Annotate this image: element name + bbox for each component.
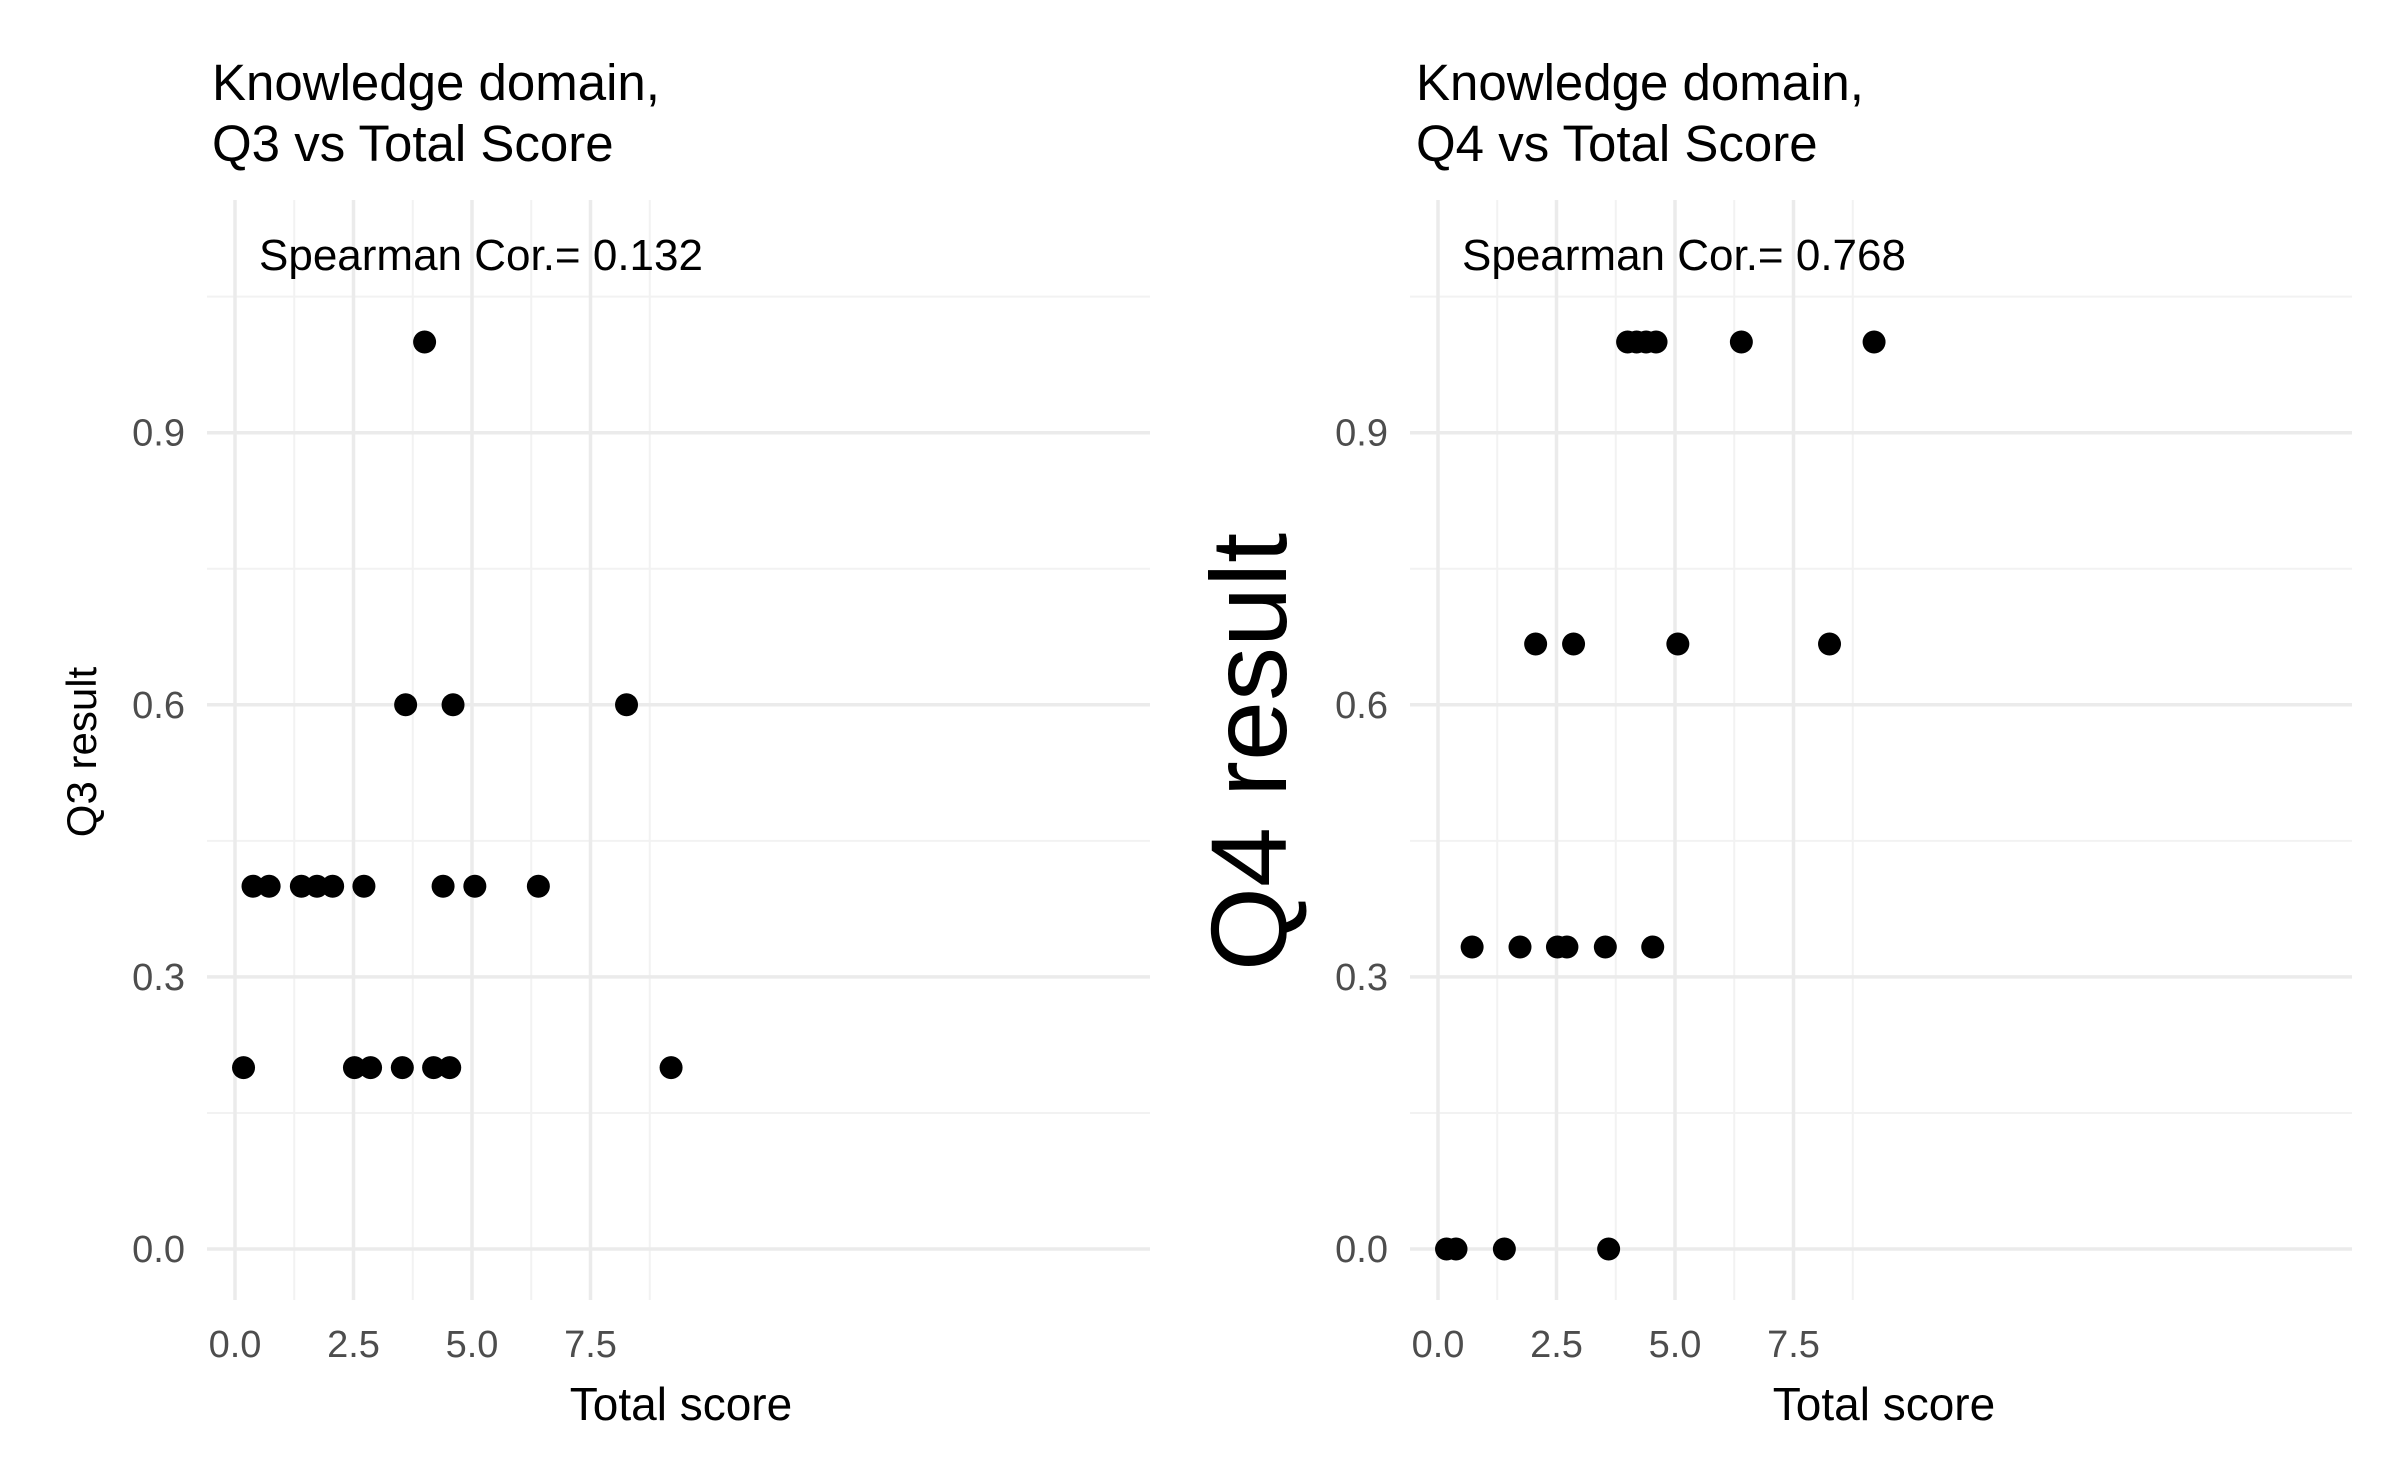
panel-q3-data-point [441,693,465,717]
panel-q3-grid [207,200,1150,1300]
panel-q3-y-tick-label: 0.6 [132,685,185,727]
panel-q3-y-tick-label: 0.9 [132,413,185,455]
panel-q4-data-point [1593,935,1617,959]
panel-q3-data-point [359,1056,383,1080]
panel-q4-x-tick-labels: 0.0 2.5 5.0 7.5 [1412,1324,1820,1366]
panel-q3-data-point [352,874,376,898]
panel-q4-data-point [1524,632,1548,656]
panel-q3-data-point [394,693,418,717]
panel-q3-title-line-1: Knowledge domain, [212,54,660,111]
panel-q3-data-point [526,874,550,898]
panel-q4-data-point [1444,1237,1468,1261]
panel-q4-grid [1410,200,2352,1300]
panel-q3-y-tick-labels: 0.0 0.3 0.6 0.9 [132,413,185,1271]
panel-q4-data-point [1555,935,1579,959]
panel-q3-x-tick-label: 7.5 [564,1324,617,1366]
panel-q4-y-tick-label: 0.9 [1335,413,1388,455]
panel-q4-x-axis-label: Total score [1773,1378,1995,1430]
panel-q4-y-tick-labels: 0.0 0.3 0.6 0.9 [1335,413,1388,1271]
panel-q3-x-axis-label: Total score [570,1378,792,1430]
panel-q4-data-point [1644,330,1668,354]
panel-q3-title-line-2: Q3 vs Total Score [212,115,614,172]
panel-q4-data-point [1729,330,1753,354]
panel-q4-x-tick-label: 2.5 [1530,1324,1583,1366]
panel-q4-y-tick-label: 0.0 [1335,1229,1388,1271]
panel-q3-spearman-annotation: Spearman Cor.= 0.132 [259,231,703,280]
panel-q4-data-point [1862,330,1886,354]
panel-q3-data-point [659,1056,683,1080]
panel-q3-x-tick-label: 0.0 [209,1324,262,1366]
panel-q4: Knowledge domain, Q4 vs Total Score Spea… [1188,54,2352,1430]
panel-q3-y-axis-label: Q3 result [58,666,105,837]
panel-q3-data-point [413,330,437,354]
panel-q3-data-point [321,874,345,898]
panel-q3-x-tick-label: 5.0 [446,1324,499,1366]
panel-q4-y-tick-label: 0.6 [1335,685,1388,727]
panel-q4-data-point [1460,935,1484,959]
panel-q4-points [1435,330,1886,1261]
panel-q4-y-tick-label: 0.3 [1335,957,1388,999]
panel-q3-data-point [431,874,455,898]
panel-q3-data-point [390,1056,414,1080]
panel-q4-data-point [1666,632,1690,656]
panel-q3-y-tick-label: 0.0 [132,1229,185,1271]
panel-q3-x-tick-labels: 0.0 2.5 5.0 7.5 [209,1324,617,1366]
panel-q3-data-point [257,874,281,898]
panel-q3-data-point [615,693,639,717]
panel-q3-data-point [463,874,487,898]
panel-q4-data-point [1508,935,1532,959]
panel-q4-x-tick-label: 0.0 [1412,1324,1465,1366]
panel-q4-x-tick-label: 7.5 [1767,1324,1820,1366]
panel-q4-data-point [1818,632,1842,656]
panel-q3-y-tick-label: 0.3 [132,957,185,999]
panel-q4-data-point [1562,632,1586,656]
panel-q3-data-point [422,1056,446,1080]
panel-q3: Knowledge domain, Q3 vs Total Score Spea… [58,54,1150,1430]
panel-q4-data-point [1641,935,1665,959]
panel-q3-data-point [342,1056,366,1080]
panel-q3-data-point [241,874,265,898]
panel-q4-title-line-2: Q4 vs Total Score [1416,115,1818,172]
panel-q3-data-point [438,1056,462,1080]
panel-q3-data-point [232,1056,256,1080]
panel-q4-data-point [1492,1237,1516,1261]
panel-q4-x-tick-label: 5.0 [1649,1324,1702,1366]
panel-q4-spearman-annotation: Spearman Cor.= 0.768 [1462,231,1906,280]
panel-q3-points [232,330,683,1080]
panel-q4-data-point [1597,1237,1621,1261]
panel-q4-y-axis-label: Q4 result [1188,533,1309,971]
panel-q4-title-line-1: Knowledge domain, [1416,54,1864,111]
panel-q3-x-tick-label: 2.5 [327,1324,380,1366]
